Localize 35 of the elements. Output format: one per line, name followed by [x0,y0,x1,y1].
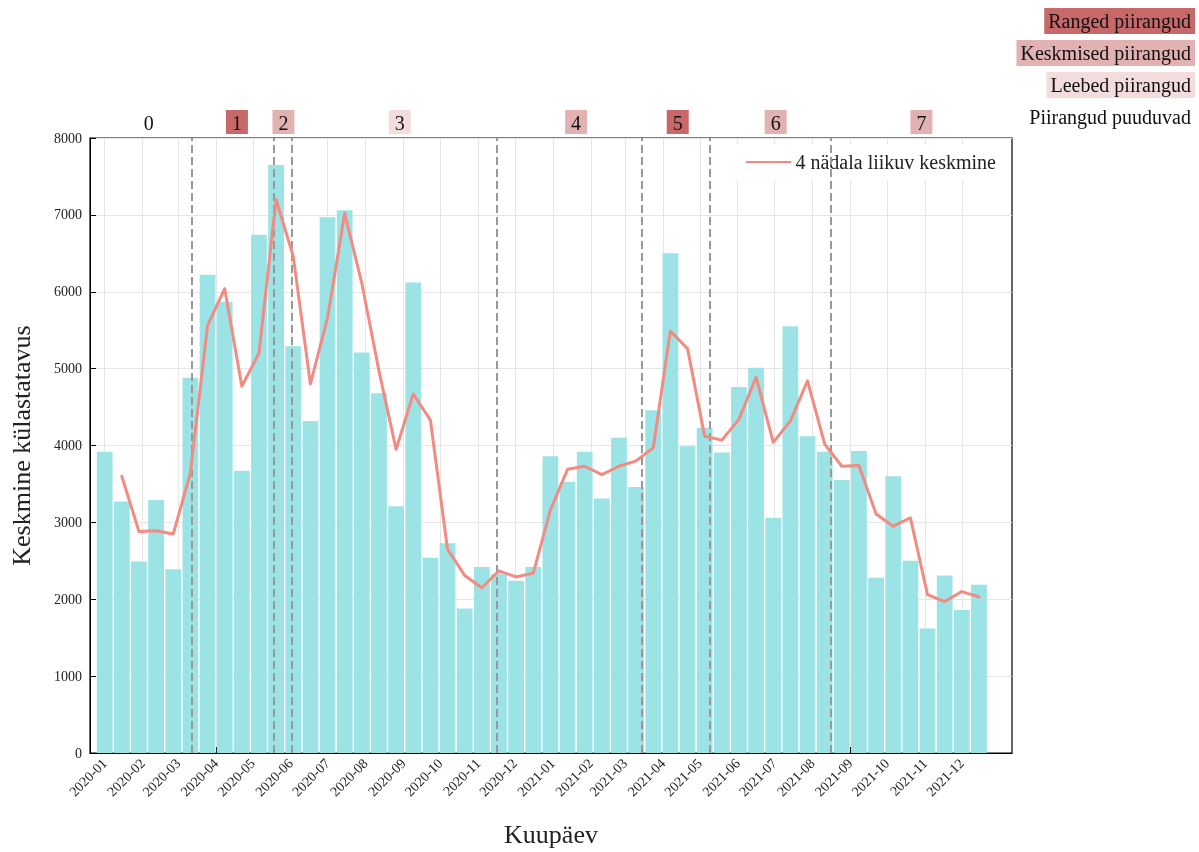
text: Ranged piirangud [1048,10,1192,33]
x2-tick-label: 4 [571,112,582,134]
y-tick-label: 5000 [54,361,82,377]
bar [302,420,319,753]
text: Piirangud puuduvad [1029,106,1192,129]
x2-tick-label: 6 [770,112,781,134]
bar [679,446,696,753]
x2-tick-label: 1 [231,112,242,134]
bar [559,481,576,753]
x-axis-title: Kuupäev [504,819,598,849]
x2-tick-label: 5 [672,112,683,134]
bar [542,456,559,753]
bar [422,557,439,753]
y-tick-label: 0 [75,745,82,761]
bar [199,274,216,753]
x2-tick-label: 3 [394,112,405,134]
y-axis-title: Keskmine külastatavus [6,325,36,566]
bar [439,543,456,753]
x2-tick-label: 7 [916,112,927,134]
text: Keskmised piirangud [1020,42,1191,65]
bar [919,628,936,753]
y-tick-label: 2000 [54,591,82,607]
x2-tick-label: 2 [278,112,289,134]
y-tick-label: 7000 [54,207,82,223]
text: Leebed piirangud [1050,74,1191,97]
line-series [120,198,981,604]
legend-label: 4 nädala liikuv keskmine [795,151,997,173]
y-tick-label: 3000 [54,514,82,530]
y-tick-label: 4000 [54,438,82,453]
y-tick-label: 8000 [54,130,82,146]
bar [319,217,336,753]
bar [799,436,816,753]
y-tick-label: 6000 [54,284,82,300]
x2-tick-label: 0 [143,112,154,134]
y-tick-label: 1000 [54,668,82,684]
